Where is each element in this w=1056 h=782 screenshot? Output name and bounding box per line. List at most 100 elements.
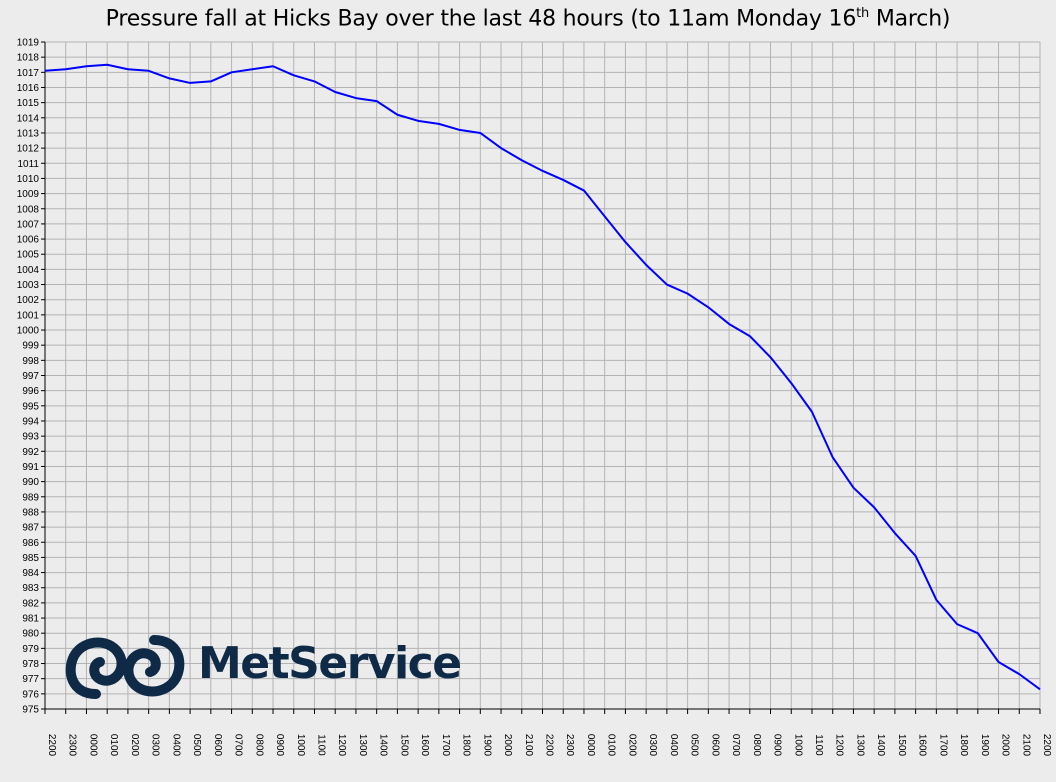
metservice-koru-logo-icon bbox=[65, 635, 185, 699]
y-tick-label: 987 bbox=[22, 523, 39, 534]
y-tick-label: 1008 bbox=[17, 204, 40, 215]
y-tick-label: 1002 bbox=[17, 295, 40, 306]
y-tick-label: 994 bbox=[22, 416, 39, 427]
chart-title-superscript: th bbox=[856, 6, 870, 21]
y-tick-label: 986 bbox=[22, 538, 39, 549]
y-tick-label: 1000 bbox=[17, 326, 40, 337]
x-tick-label: 2200 bbox=[1041, 734, 1052, 757]
x-tick-label: 1000 bbox=[792, 734, 803, 757]
y-tick-label: 992 bbox=[22, 447, 39, 458]
x-tick-label: 2000 bbox=[1000, 734, 1011, 757]
chart-title-tail: March) bbox=[869, 6, 951, 32]
axis-layer bbox=[41, 41, 1041, 714]
x-tick-label: 0000 bbox=[585, 734, 596, 757]
y-tick-label: 989 bbox=[22, 492, 39, 503]
x-tick-label: 0500 bbox=[689, 734, 700, 757]
y-tick-label: 1018 bbox=[17, 53, 40, 64]
x-tick-label: 1500 bbox=[896, 734, 907, 757]
y-tick-label: 1012 bbox=[17, 144, 40, 155]
x-tick-label: 2100 bbox=[1020, 734, 1031, 757]
x-tick-label: 1900 bbox=[979, 734, 990, 757]
y-tick-label: 975 bbox=[22, 705, 39, 716]
y-tick-label: 980 bbox=[22, 629, 39, 640]
x-tick-label: 1400 bbox=[378, 734, 389, 757]
y-tick-label: 1007 bbox=[17, 219, 40, 230]
x-tick-label: 0300 bbox=[647, 734, 658, 757]
grid-layer bbox=[44, 41, 1041, 710]
x-tick-label: 1900 bbox=[481, 734, 492, 757]
x-tick-label: 1400 bbox=[875, 734, 886, 757]
x-tick-label: 0000 bbox=[87, 734, 98, 757]
y-tick-label: 983 bbox=[22, 583, 39, 594]
y-tick-label: 1017 bbox=[17, 68, 40, 79]
y-tick-label: 1014 bbox=[17, 113, 40, 124]
x-tick-label: 1200 bbox=[834, 734, 845, 757]
x-tick-label: 0900 bbox=[274, 734, 285, 757]
x-tick-label: 0800 bbox=[253, 734, 264, 757]
x-tick-label: 1200 bbox=[336, 734, 347, 757]
y-tick-label: 997 bbox=[22, 371, 39, 382]
x-tick-label: 1800 bbox=[958, 734, 969, 757]
pressure-series-line bbox=[44, 63, 1041, 691]
x-tick-label: 0600 bbox=[709, 734, 720, 757]
x-tick-label: 0700 bbox=[233, 734, 244, 757]
y-tick-label: 1003 bbox=[17, 280, 40, 291]
y-tick-label: 1004 bbox=[17, 265, 40, 276]
chart-title-main: Pressure fall at Hicks Bay over the last… bbox=[105, 6, 857, 32]
y-tick-label: 982 bbox=[22, 598, 39, 609]
y-tick-label: 1013 bbox=[17, 128, 40, 139]
x-tick-label: 0200 bbox=[626, 734, 637, 757]
x-tick-label: 1100 bbox=[315, 734, 326, 756]
series-layer bbox=[44, 63, 1041, 691]
y-tick-label: 1010 bbox=[17, 174, 40, 185]
x-tick-label: 2200 bbox=[544, 734, 555, 757]
x-tick-label: 0100 bbox=[108, 734, 119, 757]
x-tick-label: 2300 bbox=[564, 734, 575, 757]
y-tick-label: 1005 bbox=[17, 250, 40, 261]
y-tick-label: 999 bbox=[22, 341, 39, 352]
y-tick-label: 1019 bbox=[17, 38, 40, 49]
y-tick-label: 988 bbox=[22, 507, 39, 518]
y-tick-label: 991 bbox=[22, 462, 39, 473]
x-tick-label: 0700 bbox=[730, 734, 741, 757]
y-tick-label: 976 bbox=[22, 689, 39, 700]
x-tick-label: 0400 bbox=[668, 734, 679, 757]
y-tick-label: 1016 bbox=[17, 83, 40, 94]
x-tick-label: 1600 bbox=[917, 734, 928, 757]
x-tick-label: 2300 bbox=[67, 734, 78, 757]
x-tick-label: 0600 bbox=[212, 734, 223, 757]
x-tick-label: 0300 bbox=[150, 734, 161, 757]
y-tick-label: 1011 bbox=[17, 159, 39, 170]
x-tick-label: 0100 bbox=[606, 734, 617, 757]
x-tick-label: 2000 bbox=[502, 734, 513, 757]
y-tick-label: 993 bbox=[22, 432, 39, 443]
metservice-logo-text: MetService bbox=[198, 638, 462, 689]
y-tick-label: 985 bbox=[22, 553, 39, 564]
x-tick-labels: 2200 2300 0000 0100 0200 0300 0400 0500 0600 0700… bbox=[46, 734, 1052, 757]
y-tick-label: 1001 bbox=[17, 310, 40, 321]
y-tick-labels: 1019 1018 1017 1016 1015 1014 1013 1012 1011 1010… bbox=[17, 38, 40, 716]
y-tick-label: 996 bbox=[22, 386, 39, 397]
x-tick-label: 1000 bbox=[295, 734, 306, 757]
y-tick-label: 977 bbox=[22, 674, 39, 685]
x-tick-label: 2200 bbox=[46, 734, 57, 757]
y-tick-label: 981 bbox=[22, 614, 39, 625]
y-tick-label: 998 bbox=[22, 356, 39, 367]
y-tick-label: 984 bbox=[22, 568, 39, 579]
x-tick-label: 1700 bbox=[440, 734, 451, 757]
y-tick-label: 1009 bbox=[17, 189, 40, 200]
x-tick-label: 0200 bbox=[129, 734, 140, 757]
x-tick-label: 1700 bbox=[937, 734, 948, 757]
y-tick-label: 1006 bbox=[17, 235, 40, 246]
y-tick-label: 990 bbox=[22, 477, 39, 488]
x-tick-label: 1500 bbox=[398, 734, 409, 757]
y-tick-label: 978 bbox=[22, 659, 39, 670]
y-tick-label: 979 bbox=[22, 644, 39, 655]
x-tick-label: 1300 bbox=[357, 734, 368, 757]
x-tick-label: 1300 bbox=[854, 734, 865, 757]
x-tick-label: 1800 bbox=[461, 734, 472, 757]
y-tick-label: 995 bbox=[22, 401, 39, 412]
chart-title: Pressure fall at Hicks Bay over the last… bbox=[0, 6, 1056, 31]
